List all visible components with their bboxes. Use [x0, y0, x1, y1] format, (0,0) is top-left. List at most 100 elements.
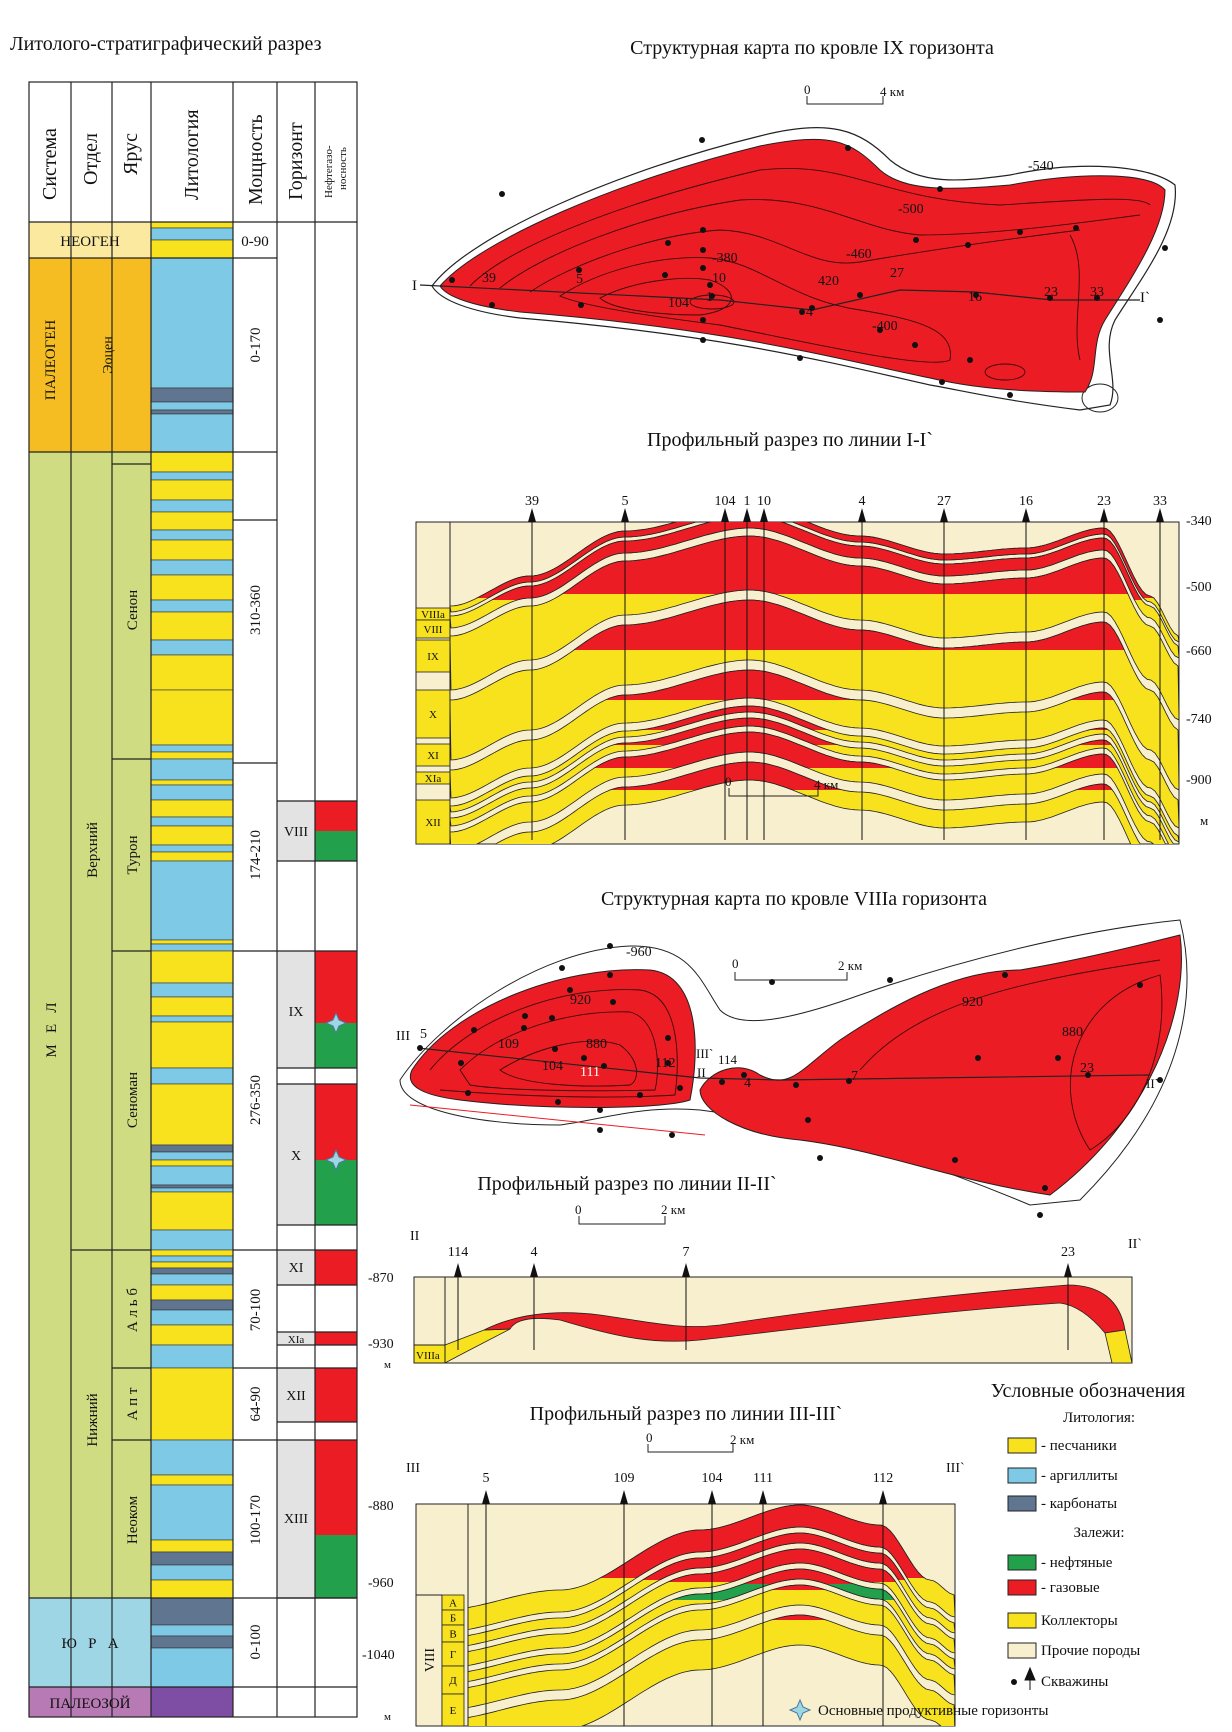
well-dot [1037, 1212, 1043, 1218]
oilgas-cell [315, 1084, 357, 1160]
thickness-alb: 70-100 [248, 1289, 264, 1332]
scale-zero: 0 [725, 774, 732, 789]
well-dot [1055, 1055, 1061, 1061]
depth-label: -900 [1186, 773, 1212, 788]
well-dot [967, 357, 973, 363]
well-dot [607, 943, 613, 949]
thickness-senon: 310-360 [248, 585, 264, 635]
lithology-layer [150, 1015, 234, 1023]
well-dot [471, 1027, 477, 1033]
well-arrow-icon [743, 508, 751, 522]
lithology-layer [150, 1191, 234, 1231]
horizon-label: X [429, 709, 437, 721]
line-iii-end: III` [696, 1046, 713, 1061]
well-dot [597, 1127, 603, 1133]
lithology-layer [150, 1144, 234, 1153]
oilgas-cell [315, 801, 357, 831]
system-jura: Ю Р А [61, 1636, 118, 1652]
lithology-layer [150, 1439, 234, 1476]
well-dot [965, 242, 971, 248]
well-label: 4 [806, 305, 813, 320]
well-label: 111 [753, 1471, 773, 1486]
lithology-layer [150, 221, 234, 229]
well-dot [700, 227, 706, 233]
well-dot [662, 272, 668, 278]
horizon-cell [277, 1250, 315, 1285]
map2-title: Структурная карта по кровле VIIIa горизо… [601, 888, 987, 910]
lithology-layer [150, 689, 234, 746]
lithology-layer [150, 599, 234, 613]
gas-layer [490, 522, 1143, 600]
horizon-xiii: XIII [284, 1512, 308, 1527]
system-paleozoic: ПАЛЕОЗОЙ [49, 1695, 130, 1712]
line-iii-start: III [396, 1029, 410, 1044]
lithology-layer [150, 758, 234, 781]
well-dot [449, 277, 455, 283]
sublayer-label: Г [450, 1649, 456, 1661]
well-dot [637, 1092, 643, 1098]
department-lower: Нижний [85, 1393, 101, 1446]
well-arrow-icon [760, 508, 768, 522]
department-eocene: Эоцен [101, 336, 116, 374]
department-upper: Верхний [85, 822, 101, 878]
gas-layer [641, 1532, 906, 1580]
thickness-turon: 174-210 [248, 830, 264, 880]
well-dot [769, 979, 775, 985]
thickness-neogen: 0-90 [241, 234, 269, 250]
sublayer-label: В [449, 1629, 456, 1641]
collector-layer [468, 1548, 955, 1666]
stage-alb: А л ь б [125, 1288, 141, 1332]
well-dot-icon [1011, 1679, 1017, 1685]
well-dot [555, 1099, 561, 1105]
well-dot [665, 1035, 671, 1041]
gas-layer [635, 705, 1109, 730]
lithology-layer [150, 239, 234, 259]
well-label: 104 [542, 1059, 563, 1074]
legend: Условные обозначения Литология: - песчан… [788, 1380, 1185, 1722]
lithology-layer [150, 1184, 234, 1189]
sublayer-label: Б [450, 1613, 456, 1625]
lithology-layer [150, 451, 234, 473]
legend-item-other: Прочие породы [1041, 1643, 1140, 1659]
well-label: 5 [483, 1471, 490, 1486]
lithology-layer [150, 409, 234, 415]
well-dot [559, 965, 565, 971]
lithology-layer [150, 1635, 234, 1649]
well-dot [677, 1085, 683, 1091]
well-label: 7 [851, 1069, 858, 1084]
legend-swatch-sandstone [1007, 1437, 1037, 1454]
lithology-layer [150, 574, 234, 601]
section3-title: Профильный разрез по линии III-III` [530, 1403, 843, 1425]
well-dot [913, 237, 919, 243]
well-arrow-icon [454, 1263, 462, 1277]
collector-layer [468, 1614, 955, 1726]
lithology-layer [150, 1579, 234, 1599]
lithology-layer [150, 751, 234, 760]
well-label: 27 [890, 266, 904, 281]
stage-cenoman: Сеноман [125, 1072, 141, 1128]
horizon-cell [277, 1440, 315, 1598]
oilgas-cell [315, 1250, 357, 1285]
horizon-xii: XII [286, 1389, 306, 1404]
system-cell [29, 1598, 151, 1687]
lithology-layer [150, 844, 234, 853]
system-neogen: НЕОГЕН [60, 234, 120, 250]
collector-layer [468, 1568, 955, 1682]
horizon-cell [277, 951, 315, 1068]
stage-turon: Турон [125, 836, 141, 875]
well-dot [522, 1013, 528, 1019]
lithology-layer [150, 779, 234, 786]
lithology-layer [150, 1539, 234, 1553]
well-dot [797, 355, 803, 361]
lithology-layer [150, 1299, 234, 1311]
stage-senon: Сенон [125, 590, 141, 630]
lithology-layer [150, 1267, 234, 1275]
collector-layer [468, 1584, 955, 1708]
gas-deposit-area [439, 138, 1166, 393]
oilgas-cell [315, 1368, 357, 1422]
stage-apt: А п т [125, 1387, 141, 1420]
well-dot [975, 1055, 981, 1061]
oilgas-cell [315, 831, 357, 861]
lithology-layer [150, 654, 234, 691]
